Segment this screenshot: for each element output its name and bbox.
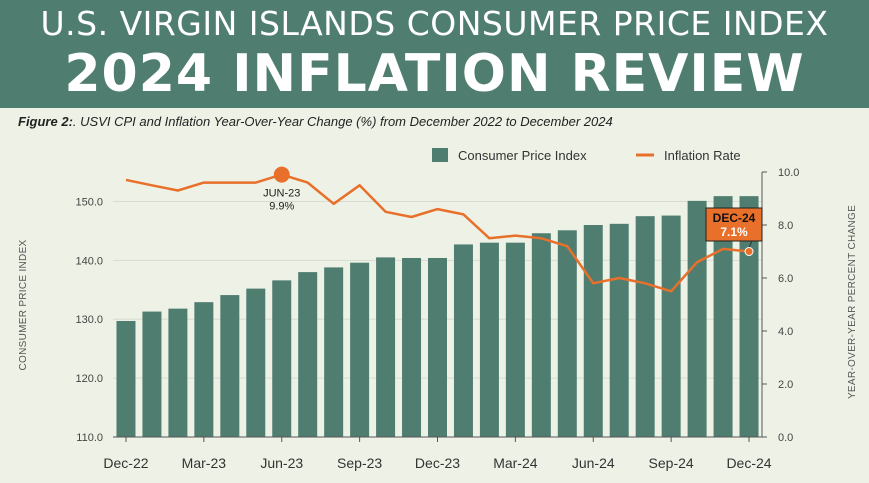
figure-caption: Figure 2:. USVI CPI and Inflation Year-O…: [18, 114, 613, 129]
cpi-bar: [531, 233, 551, 437]
cpi-bar: [168, 308, 188, 437]
y-left-tick-label: 130.0: [75, 314, 103, 326]
annotation-callout-box: [705, 207, 763, 242]
cpi-bar: [324, 267, 344, 437]
axes: 110.0 120.0 130.0 140.0 150.0 0.0 2.0 4.0 6.0 8.0…: [18, 167, 858, 471]
x-tick-label: Dec-23: [415, 455, 460, 471]
y-right-axis-title: YEAR-OVER-YEAR PERCENT CHANGE: [847, 205, 858, 399]
x-tick-label: Sep-23: [337, 455, 382, 471]
x-tick-label: Mar-24: [493, 455, 538, 471]
y-right-tick-label: 8.0: [778, 220, 793, 232]
annotation-label: DEC-24: [713, 211, 756, 225]
figure-caption-text: . USVI CPI and Inflation Year-Over-Year …: [72, 114, 613, 129]
cpi-bar: [246, 288, 266, 437]
y-left-tick-label: 150.0: [75, 196, 103, 208]
legend-label-cpi: Consumer Price Index: [458, 148, 587, 163]
annotation-label: JUN-23: [263, 188, 300, 200]
banner-title-line1: U.S. VIRGIN ISLANDS CONSUMER PRICE INDEX: [40, 4, 829, 43]
y-left-tick-label: 120.0: [75, 373, 103, 385]
cpi-bar: [713, 196, 733, 437]
inflation-line: [125, 173, 750, 293]
cpi-bar: [687, 200, 707, 437]
x-tick-label: Jun-23: [260, 455, 303, 471]
cpi-bars: [116, 196, 759, 437]
x-tick-label: Dec-22: [103, 455, 148, 471]
y-left-tick-label: 110.0: [76, 432, 103, 444]
y-right-tick-label: 10.0: [778, 167, 799, 179]
cpi-bar: [116, 320, 136, 437]
annotation-leader: [748, 240, 753, 248]
y-left-axis-title: CONSUMER PRICE INDEX: [18, 239, 29, 370]
cpi-bar: [635, 216, 655, 437]
cpi-bar: [350, 262, 370, 437]
cpi-bar: [557, 230, 577, 437]
legend-swatch-cpi: [432, 148, 448, 162]
cpi-bar: [661, 215, 681, 437]
cpi-bar: [376, 257, 396, 437]
annotation-marker: [273, 166, 290, 183]
cpi-bar: [453, 244, 473, 437]
y-left-tick-label: 140.0: [75, 255, 103, 267]
cpi-bar: [583, 225, 603, 437]
cpi-bar: [272, 280, 292, 437]
cpi-bar: [298, 272, 318, 437]
annotations: JUN-239.9% DEC-247.1%: [263, 166, 763, 256]
cpi-bar: [739, 196, 759, 437]
cpi-bar: [609, 223, 629, 437]
cpi-bar: [428, 257, 447, 437]
annotation-value: 7.1%: [720, 225, 748, 239]
x-tick-label: Mar-23: [182, 455, 227, 471]
cpi-bar: [220, 295, 240, 437]
cpi-bar: [194, 302, 214, 437]
y-right-tick-label: 4.0: [778, 326, 793, 338]
x-tick-label: Sep-24: [649, 455, 694, 471]
banner-title-line2: 2024 INFLATION REVIEW: [64, 44, 805, 104]
x-tick-label: Jun-24: [572, 455, 615, 471]
x-tick-label: Dec-24: [726, 455, 771, 471]
inflation-rate-line: [125, 173, 750, 293]
legend-label-inflation: Inflation Rate: [664, 148, 741, 163]
cpi-bar: [402, 257, 422, 437]
cpi-bar: [505, 242, 525, 437]
legend: Consumer Price Index Inflation Rate: [432, 148, 741, 163]
annotation-marker: [744, 247, 754, 256]
y-right-tick-label: 0.0: [778, 432, 793, 444]
title-banner: U.S. VIRGIN ISLANDS CONSUMER PRICE INDEX…: [0, 0, 869, 108]
figure-label: Figure 2:: [18, 114, 73, 129]
cpi-bar: [479, 242, 499, 437]
annotation-value: 9.9%: [269, 201, 294, 213]
y-right-tick-label: 6.0: [778, 273, 793, 285]
y-right-tick-label: 2.0: [778, 379, 793, 391]
cpi-bar: [142, 311, 162, 437]
